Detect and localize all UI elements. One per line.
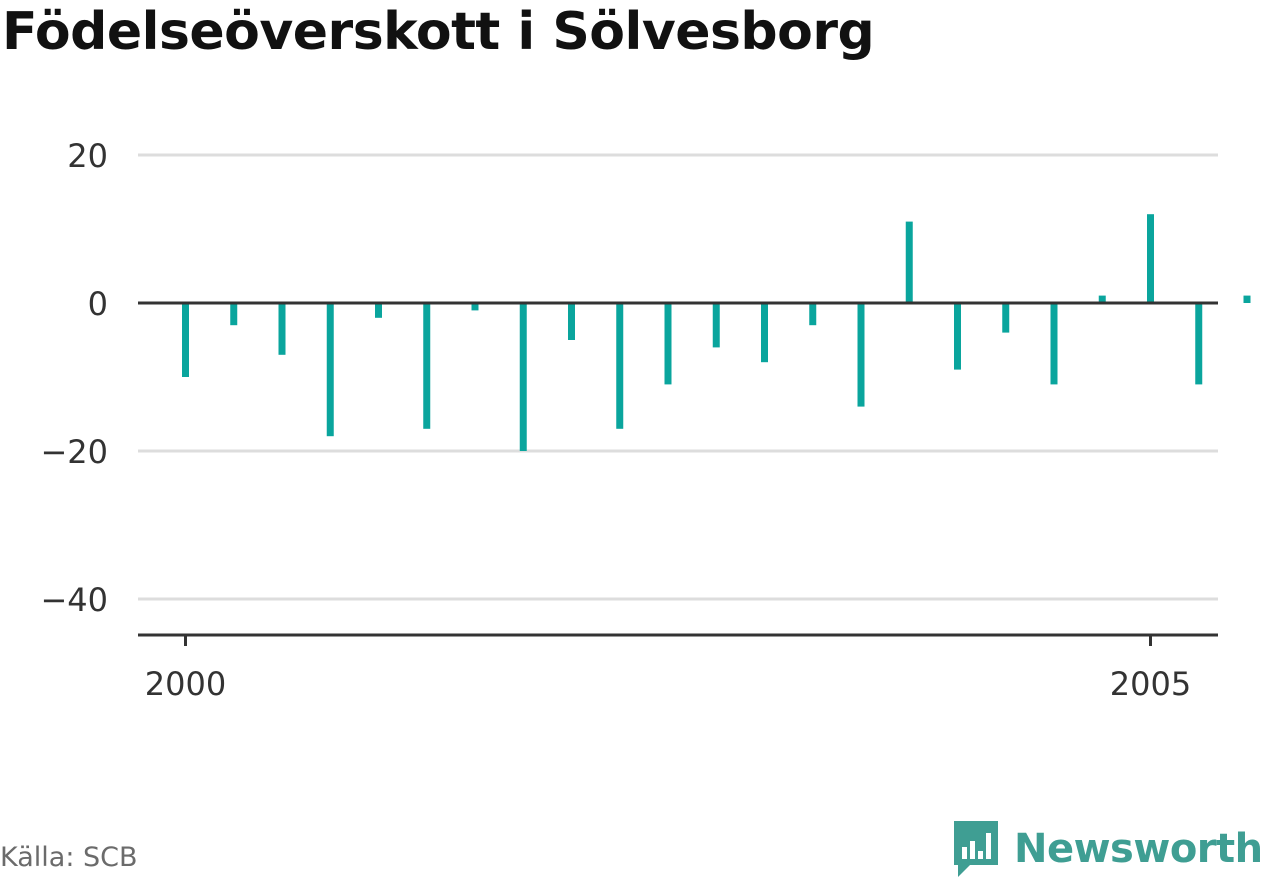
bar <box>375 303 382 318</box>
brand-name: Newsworthy <box>1014 826 1262 872</box>
bar <box>326 303 334 437</box>
bar <box>857 303 865 407</box>
bar <box>278 303 286 355</box>
bar <box>1243 295 1251 303</box>
bar <box>954 303 961 370</box>
source-note: Källa: SCB <box>0 842 138 873</box>
bar <box>616 303 624 429</box>
bar <box>664 303 672 385</box>
bar <box>471 303 479 311</box>
y-tick-label: 0 <box>88 285 108 323</box>
y-tick-label: −40 <box>40 581 108 619</box>
bar <box>519 303 527 451</box>
bar <box>423 303 431 429</box>
bar <box>905 221 913 303</box>
chart-title: Födelseöverskott i Sölvesborg <box>2 2 875 62</box>
gridlines <box>138 153 1218 601</box>
bars <box>182 214 1251 451</box>
y-tick-label: −20 <box>40 433 108 471</box>
bar <box>1147 214 1154 303</box>
x-tick-label: 2000 <box>145 665 226 703</box>
bar <box>1195 303 1203 385</box>
y-tick-label: 20 <box>67 137 108 175</box>
bar <box>712 303 720 348</box>
bar <box>809 303 817 326</box>
tick-labels: 200−20−40200020052010201520202025 <box>40 137 1191 703</box>
bar <box>182 303 189 377</box>
bar <box>1002 303 1010 333</box>
newsworthy-logo[interactable]: Newsworthy <box>950 818 1262 880</box>
bar <box>761 303 768 363</box>
axes <box>138 301 1218 646</box>
x-tick-label: 2005 <box>1110 665 1191 703</box>
newsworthy-logo-icon <box>954 821 998 877</box>
bar <box>568 303 575 340</box>
bar <box>1050 303 1058 385</box>
bar <box>1098 295 1106 303</box>
bar <box>230 303 238 326</box>
